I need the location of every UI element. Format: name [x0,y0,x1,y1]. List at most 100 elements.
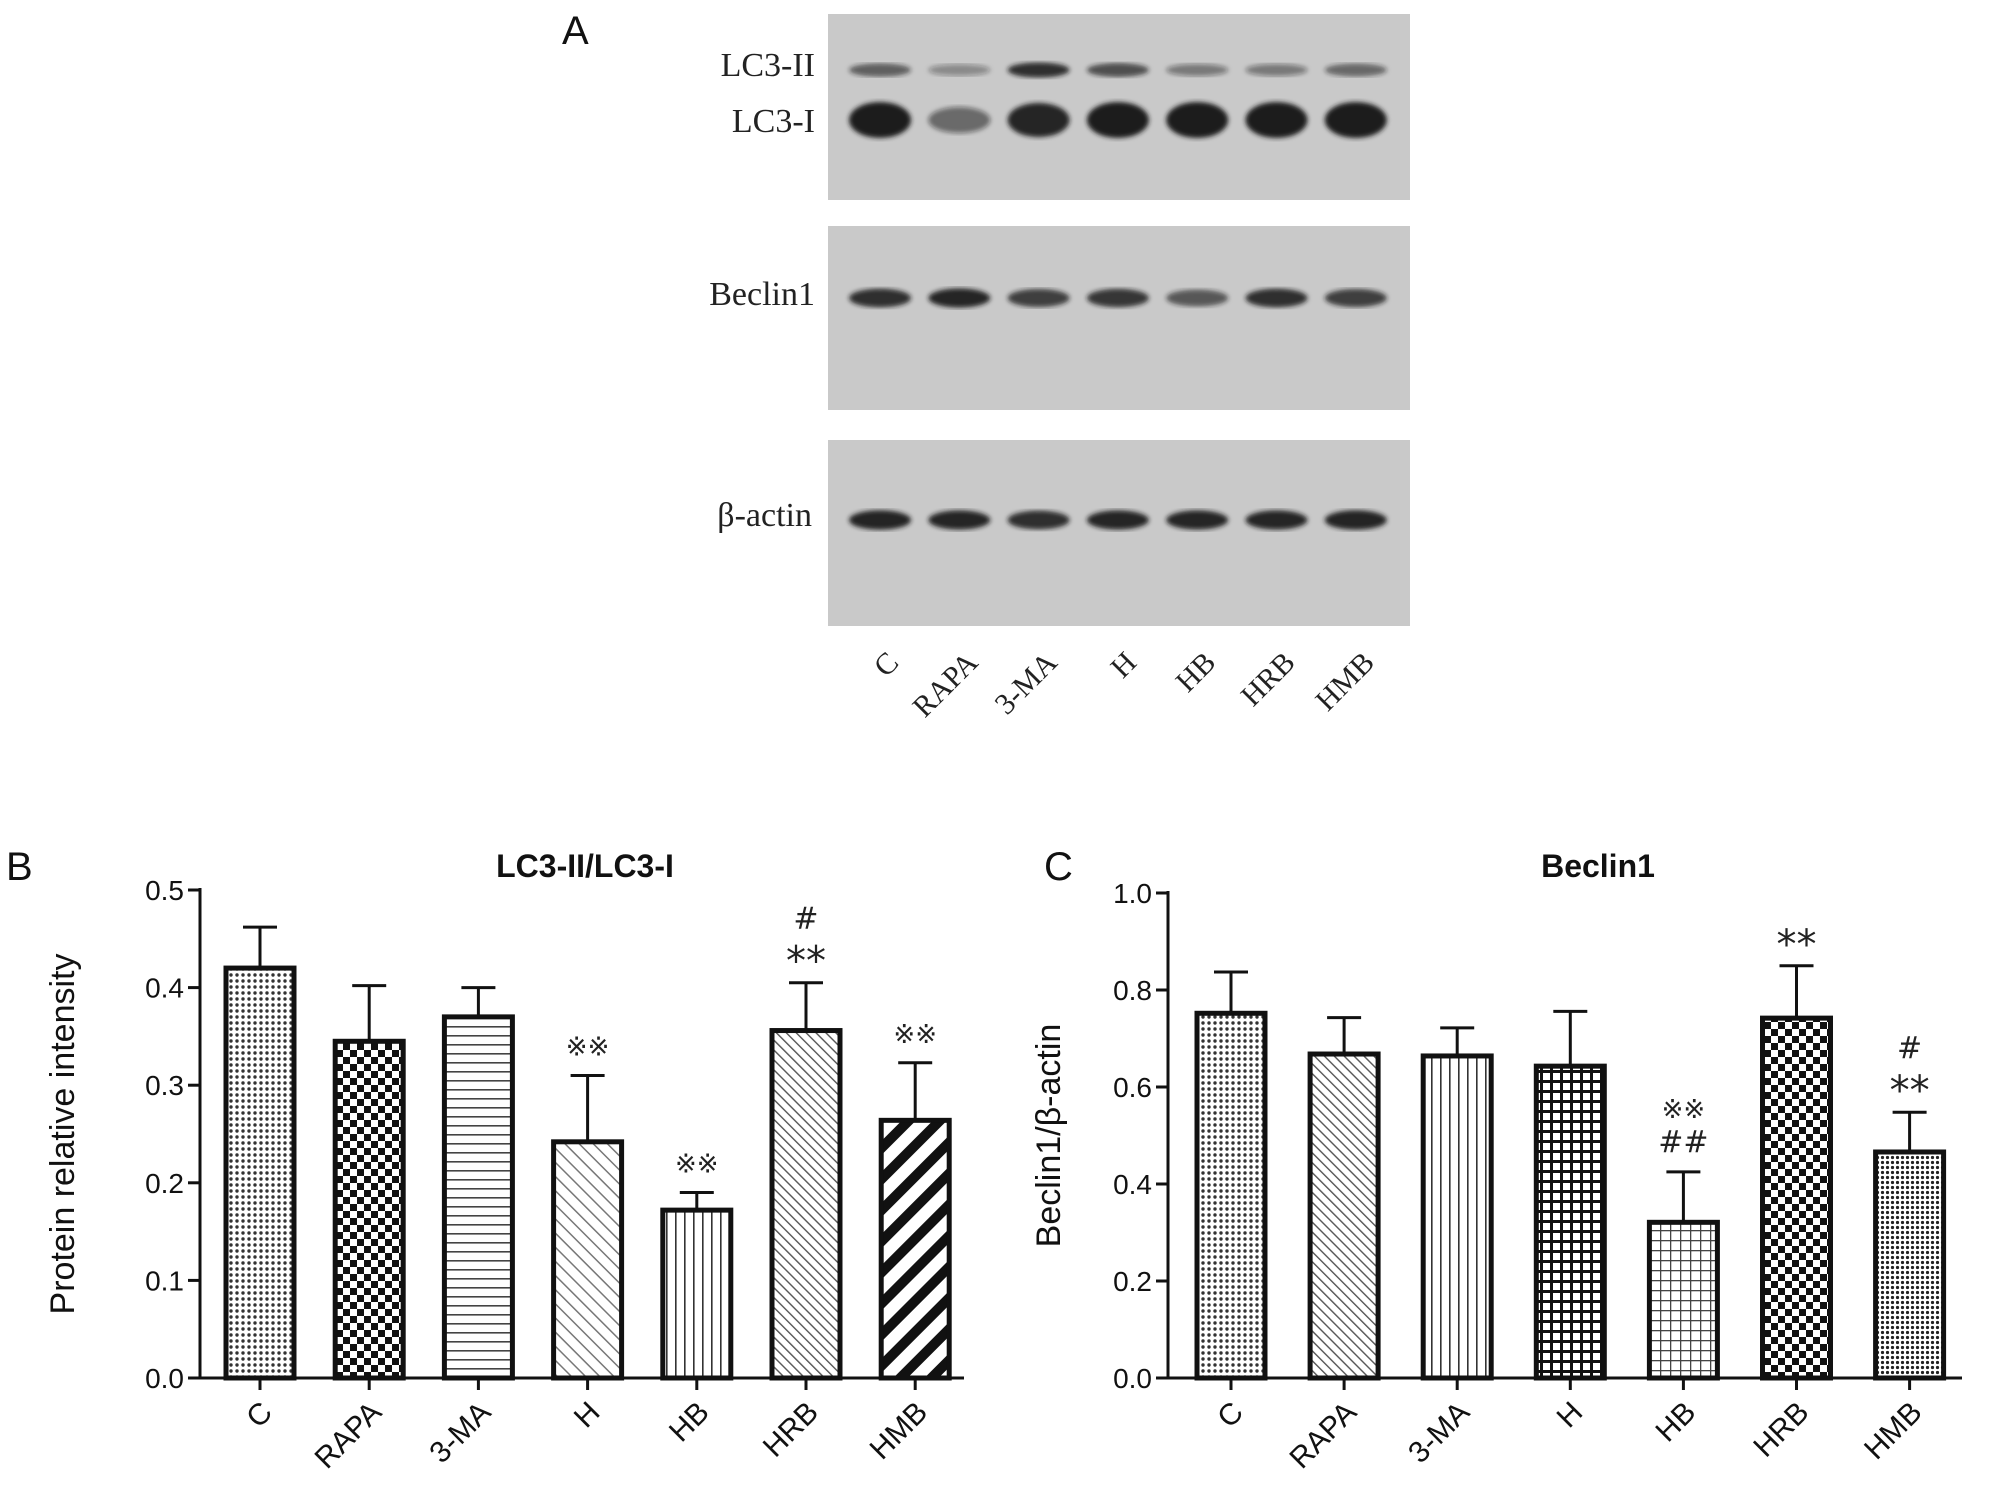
significance-annotation: # [1897,1031,1922,1066]
bar [1420,1053,1494,1381]
blot-band [849,510,911,530]
x-category-label: HB [663,1396,716,1449]
blot-band [1007,102,1070,138]
blot-band [928,288,991,308]
bar [332,1038,406,1381]
blot-band [1324,289,1387,307]
blot-lane-label: RAPA [906,646,984,724]
x-category-label: C [1211,1396,1250,1435]
panel-b-letter: B [6,845,33,889]
bar [1760,1015,1833,1381]
blot-band [849,102,911,138]
x-category-label: HRB [1747,1396,1815,1464]
x-category-label: H [568,1396,607,1435]
y-tick-label: 0.2 [1113,1266,1152,1297]
x-category-label: H [1551,1396,1590,1435]
y-tick-label: 0.0 [1113,1363,1152,1394]
significance-annotation: ※※ [893,1020,937,1050]
blot-band [1166,102,1229,138]
blot-membrane [828,440,1410,626]
significance-annotation: ** [1890,1068,1930,1114]
panel-a-letter: A [562,9,589,53]
bar [1194,1010,1268,1381]
blot-band [1086,288,1149,308]
blot-lane-label: HMB [1309,646,1381,718]
significance-annotation: ※※ [566,1032,610,1062]
significance-annotation: ※※ [675,1150,719,1180]
blot-band [1245,63,1308,77]
blot-lane-label: H [1104,646,1143,685]
y-tick-label: 0.0 [145,1363,184,1394]
blot-lane-label: HB [1169,646,1222,699]
blot-lane-label: C [868,646,905,683]
blot-band [849,288,911,308]
x-category-label: C [240,1396,279,1435]
bar [1646,1219,1720,1381]
blot-lane-label: 3-MA [988,646,1063,721]
y-tick-label: 0.4 [145,973,184,1004]
x-category-label: HMB [1858,1396,1928,1466]
blot-band [1007,62,1070,78]
blot-band [1245,510,1308,530]
blot-lane-label: HRB [1235,646,1302,713]
y-tick-label: 0.4 [1113,1169,1152,1200]
chart-title: LC3-II/LC3-I [496,848,674,884]
blot-band [1166,510,1229,530]
bar [223,965,297,1381]
bar [660,1207,734,1381]
significance-annotation: ** [786,939,826,985]
significance-annotation: ※※ [1662,1095,1706,1125]
y-tick-label: 0.5 [145,875,184,906]
blot-band [1086,510,1149,530]
y-tick-label: 0.6 [1113,1072,1152,1103]
blot-band [1245,102,1308,138]
blot-band [1007,289,1070,307]
significance-annotation: ** [1777,922,1817,968]
blot-band [1166,289,1229,307]
blot-band [1324,63,1387,77]
blot-band [928,510,991,530]
blot-band [1166,63,1229,77]
y-tick-label: 0.3 [145,1070,184,1101]
x-category-label: HRB [757,1396,825,1464]
blot-band [1324,102,1387,138]
bar [1873,1149,1947,1381]
bar [878,1117,952,1381]
y-tick-label: 1.0 [1113,878,1152,909]
blot-band [849,63,911,77]
blot-band [1086,63,1149,77]
blot-band [1245,288,1308,308]
bar [551,1139,625,1381]
blot-band [1324,510,1387,530]
blot-band [1086,102,1149,138]
bar [441,1014,515,1381]
bar [1307,1051,1381,1381]
blot-band [1007,510,1070,530]
panel-c-letter: C [1044,845,1073,889]
x-category-label: 3-MA [1402,1396,1476,1470]
x-category-label: RAPA [1284,1396,1364,1476]
significance-annotation: ## [1658,1125,1708,1160]
y-axis-label: Protein relative intensity [44,954,82,1315]
blot-band [928,64,991,76]
x-category-label: RAPA [309,1396,389,1476]
significance-annotation: # [793,902,818,937]
chart-lc3-ratio: LC3-II/LC3-I Protein relative intensity 0.… [44,848,964,1475]
blot-row-label: β-actin [717,497,812,534]
y-axis-label: Beclin1/β-actin [1030,1024,1068,1248]
blot-membrane [828,226,1410,410]
bar [769,1028,843,1381]
chart-title: Beclin1 [1541,848,1655,884]
x-category-label: HB [1650,1396,1703,1449]
x-category-label: 3-MA [423,1396,497,1470]
y-tick-label: 0.2 [145,1168,184,1199]
x-category-label: HMB [864,1396,934,1466]
bar [1533,1063,1607,1381]
y-tick-label: 0.8 [1113,975,1152,1006]
blot-band [928,106,991,134]
blot-row-label: Beclin1 [709,276,815,313]
blot-row-label: LC3-I [732,103,815,140]
western-blot: LC3-II LC3-I Beclin1 β-actin C RAPA 3-MA H HB HRB… [709,14,1410,724]
y-tick-label: 0.1 [145,1265,184,1296]
